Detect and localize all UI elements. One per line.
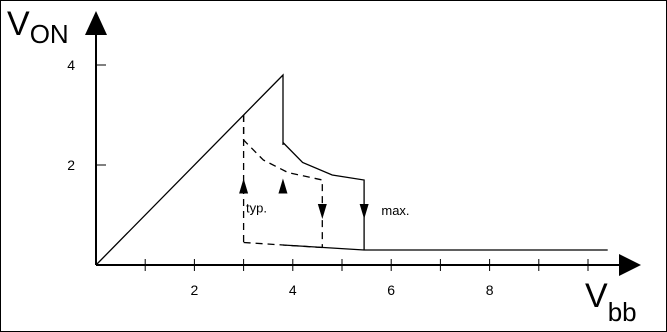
y-axis-arrowhead [85, 11, 107, 35]
x-axis-title-main: V [585, 277, 608, 315]
y-tick-label-2: 2 [67, 157, 75, 173]
arrow-up-0 [239, 178, 249, 194]
series-0-line-0 [95, 73, 284, 266]
series-0-line-2 [282, 244, 608, 251]
series-0-line-1 [282, 142, 365, 250]
x-tick-label-6: 6 [387, 282, 395, 298]
arrow-down-3 [359, 204, 369, 219]
arrow-down-2 [317, 204, 327, 219]
x-axis-title-sub: bb [607, 297, 637, 327]
y-axis-title-sub: ON [29, 19, 69, 49]
annotation-1: max. [381, 203, 409, 218]
arrow-up-1 [278, 178, 288, 194]
x-axis-title: Vbb [585, 277, 637, 327]
x-axis-arrowhead [619, 254, 641, 276]
x-tick-label-2: 2 [191, 282, 199, 298]
x-tick-label-8: 8 [486, 282, 494, 298]
annotation-0: typ. [246, 201, 267, 216]
x-tick-label-4: 4 [289, 282, 297, 298]
series-1-line-0 [242, 115, 323, 248]
series-1-line-2 [243, 241, 323, 249]
y-axis-title: VON [7, 5, 69, 49]
y-tick-label-4: 4 [67, 57, 75, 73]
y-axis-title-main: V [7, 5, 30, 43]
